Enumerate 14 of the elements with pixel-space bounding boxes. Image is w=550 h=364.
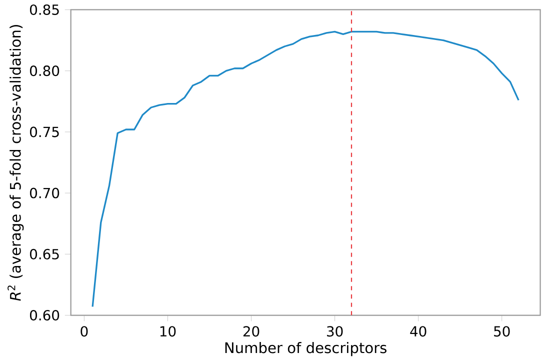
x-tick-label: 0 <box>80 326 88 337</box>
y-axis-title: R$^{2}$ (average of 5-fold cross-validation) <box>8 25 24 301</box>
x-tick-label: 20 <box>243 326 260 337</box>
y-tick-label: 0.70 <box>30 188 60 198</box>
x-tick-label: 40 <box>410 326 426 337</box>
x-axis-title: Number of descriptors <box>225 342 386 356</box>
x-tick-label: 10 <box>160 326 176 337</box>
y-tick-label: 0.80 <box>30 66 60 76</box>
y-tick-label: 0.60 <box>30 310 60 321</box>
y-tick-label: 0.65 <box>30 248 59 260</box>
y-tick-label: 0.75 <box>30 126 59 138</box>
x-tick-label: 30 <box>327 326 343 337</box>
y-tick-label: 0.85 <box>30 4 59 16</box>
x-tick-label: 50 <box>494 326 510 337</box>
